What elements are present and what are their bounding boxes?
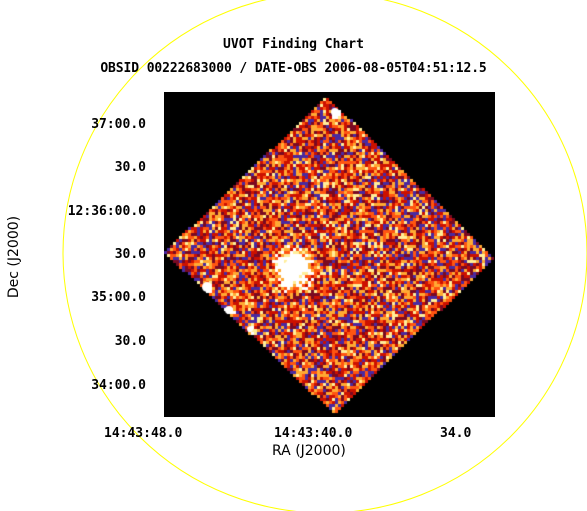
x-tick-label: 14:43:40.0 [274,426,353,441]
y-axis-title: Dec (J2000) [6,215,22,299]
x-axis-title: RA (J2000) [272,443,346,459]
sky-image-canvas [164,92,495,417]
y-tick-label: 35:00.0 [91,290,146,305]
x-tick-label: 14:43:48.0 [104,426,183,441]
y-tick-label: 12:36:00.0 [67,204,146,219]
y-tick-label: 37:00.0 [91,117,146,132]
y-tick-label: 30.0 [114,247,146,262]
chart-title: UVOT Finding Chart [223,37,364,52]
x-tick-label: 34.0 [440,426,472,441]
chart-subtitle: OBSID 00222683000 / DATE-OBS 2006-08-05T… [100,61,487,76]
sky-image [164,92,495,417]
y-tick-label: 30.0 [114,160,146,175]
y-tick-label: 34:00.0 [91,378,146,393]
y-tick-label: 30.0 [114,334,146,349]
